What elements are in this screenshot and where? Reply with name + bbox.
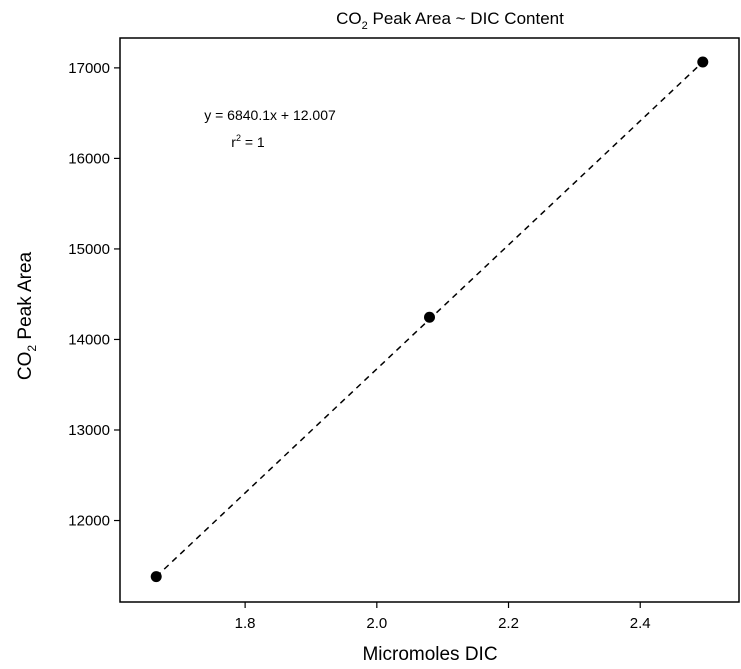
- points-layer: [150, 56, 709, 583]
- x-tick-label: 2.0: [366, 615, 387, 632]
- x-tick-label: 2.2: [498, 615, 519, 632]
- plot-frame: [119, 37, 740, 603]
- chart-title: CO2 Peak Area ~ DIC Content: [336, 9, 564, 32]
- y-tick-label: 17000: [68, 60, 110, 77]
- equation-annotation: y = 6840.1x + 12.007: [204, 107, 336, 123]
- x-axis-label: Micromoles DIC: [362, 644, 497, 665]
- y-tick-label: 14000: [68, 331, 110, 348]
- y-tick-label: 13000: [68, 422, 110, 439]
- x-tick-label: 1.8: [235, 615, 256, 632]
- y-tick-label: 15000: [68, 241, 110, 258]
- y-axis: 12000 13000 14000 15000 16000 17000: [68, 60, 120, 530]
- r2-annotation: r2 = 1: [231, 133, 265, 150]
- y-tick-label: 12000: [68, 513, 110, 530]
- data-point: [697, 56, 709, 68]
- data-point: [424, 311, 435, 323]
- x-axis: 1.8 2.0 2.2 2.4: [235, 602, 651, 632]
- y-tick-label: 16000: [68, 150, 110, 167]
- data-point: [150, 571, 162, 583]
- y-axis-label: CO2 Peak Area: [15, 252, 39, 381]
- x-tick-label: 2.4: [630, 615, 651, 632]
